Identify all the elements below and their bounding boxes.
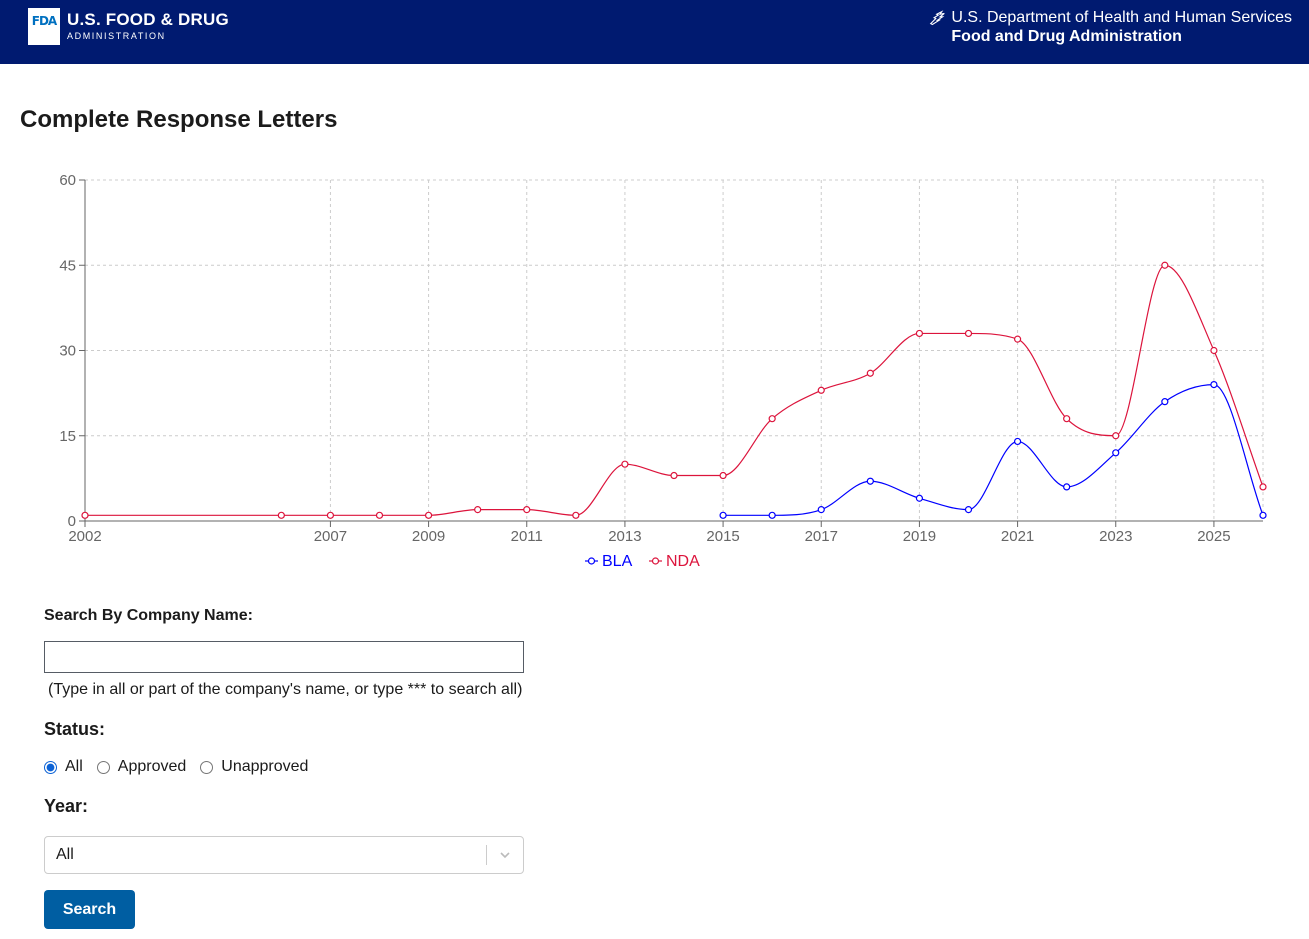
data-point-nda (1210, 346, 1218, 355)
status-option-label: Unapproved (221, 758, 309, 775)
x-tick-label: 2009 (412, 528, 445, 545)
data-point-bla (866, 477, 874, 485)
data-point-nda (964, 329, 973, 338)
chevron-down-icon[interactable] (499, 849, 511, 861)
data-point-nda (817, 386, 825, 394)
legend-label-bla: BLA (602, 553, 633, 570)
data-point-nda (523, 506, 531, 514)
data-point-bla (1259, 511, 1267, 519)
x-tick-label: 2021 (1001, 528, 1034, 545)
data-point-bla (1013, 437, 1022, 446)
dept-line1: U.S. Department of Health and Human Serv… (951, 9, 1292, 26)
search-button[interactable]: Search (44, 890, 135, 929)
y-tick-label: 45 (59, 257, 76, 274)
company-name-label: Search By Company Name: (44, 607, 253, 624)
legend-marker-bla (587, 557, 596, 565)
y-tick-label: 60 (59, 172, 76, 189)
company-name-input[interactable] (44, 641, 524, 673)
page-title: Complete Response Letters (20, 106, 338, 133)
select-separator (486, 845, 487, 865)
data-point-nda (866, 369, 874, 377)
legend-label-nda: NDA (666, 553, 700, 570)
data-point-bla (1161, 398, 1169, 406)
year-select[interactable]: All (44, 836, 524, 874)
data-point-bla (1112, 449, 1120, 457)
company-name-hint: (Type in all or part of the company's na… (48, 681, 523, 698)
data-point-nda (81, 511, 89, 519)
data-point-nda (1063, 415, 1071, 423)
data-point-nda (326, 511, 335, 519)
status-label: Status: (44, 719, 106, 739)
data-point-nda (719, 471, 727, 480)
x-tick-label: 2019 (903, 528, 936, 545)
status-radio-all[interactable] (44, 760, 57, 774)
data-point-nda (1259, 483, 1267, 491)
series-line-bla (723, 383, 1264, 516)
x-tick-label: 2011 (511, 528, 543, 545)
status-option-approved[interactable]: Approved (96, 758, 187, 776)
year-label: Year: (44, 796, 89, 816)
data-point-nda (375, 511, 384, 519)
status-option-all[interactable]: All (44, 758, 83, 776)
x-tick-label: 2023 (1099, 528, 1132, 545)
data-point-nda (1161, 261, 1169, 269)
data-point-nda (1112, 432, 1120, 440)
data-point-bla (817, 506, 825, 514)
data-point-nda (670, 471, 678, 480)
status-radio-group: All Approved Unapproved (44, 758, 322, 776)
x-tick-label: 2025 (1197, 528, 1230, 545)
year-select-value: All (56, 846, 74, 863)
y-tick-label: 15 (59, 428, 76, 445)
x-tick-label: 2017 (805, 528, 838, 545)
x-tick-label: 2015 (706, 528, 739, 545)
y-tick-label: 0 (68, 513, 76, 530)
data-point-bla (964, 506, 973, 514)
x-tick-label: 2002 (68, 528, 101, 545)
data-point-bla (768, 511, 776, 519)
data-point-bla (1210, 381, 1218, 389)
crl-line-chart: 0 15 30 45 60 2002 2007 2009 2011 2013 2015 2017 201… (59, 172, 1267, 570)
y-tick-label: 30 (59, 343, 76, 360)
data-point-bla (915, 494, 924, 502)
data-point-nda (768, 415, 776, 423)
logo-title[interactable]: U.S. FOOD & DRUG (67, 10, 229, 29)
status-radio-unapproved[interactable] (200, 760, 214, 774)
fda-logo-icon[interactable]: FDA (28, 8, 60, 45)
data-point-nda (915, 329, 924, 338)
status-radio-approved[interactable] (96, 760, 110, 774)
legend-marker-nda (651, 557, 660, 565)
data-point-nda (424, 511, 433, 519)
x-tick-label: 2007 (314, 528, 347, 545)
status-option-label: All (65, 758, 83, 775)
site-header: FDA U.S. FOOD & DRUG ADMINISTRATION U.S.… (0, 0, 1309, 64)
data-point-nda (572, 511, 580, 519)
status-option-label: Approved (117, 758, 187, 775)
hhs-eagle-icon (930, 9, 946, 25)
x-tick-label: 2013 (608, 528, 641, 545)
hhs-branding[interactable]: U.S. Department of Health and Human Serv… (929, 9, 1292, 46)
data-point-bla (719, 511, 727, 519)
data-point-nda (277, 511, 285, 519)
data-point-nda (621, 460, 629, 468)
logo-subtitle: ADMINISTRATION (67, 31, 166, 41)
data-point-nda (474, 506, 482, 514)
dept-line2: Food and Drug Administration (951, 28, 1182, 45)
data-point-bla (1063, 483, 1071, 491)
status-option-unapproved[interactable]: Unapproved (200, 758, 308, 776)
data-point-nda (1013, 335, 1022, 343)
